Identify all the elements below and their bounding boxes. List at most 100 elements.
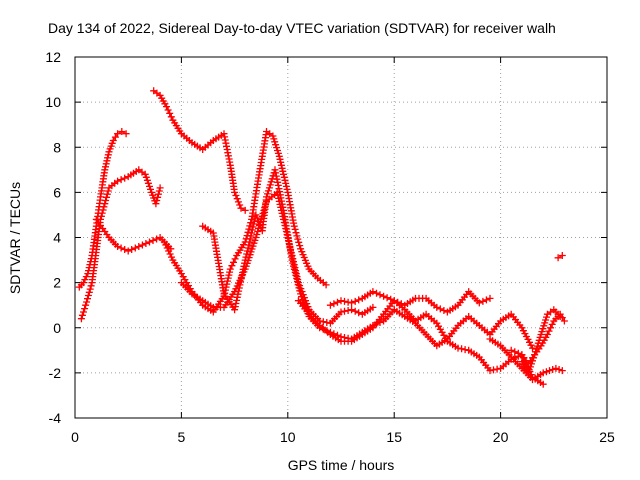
data-point [135, 243, 143, 250]
data-point [153, 235, 161, 243]
data-point [80, 308, 87, 316]
x-tick-label: 10 [280, 429, 296, 445]
data-point [272, 172, 280, 180]
data-point [334, 298, 341, 306]
data-point [138, 241, 146, 249]
data-point [147, 185, 154, 193]
data-point [271, 166, 279, 174]
data-point [241, 256, 249, 264]
data-point [155, 187, 163, 195]
data-point [231, 306, 239, 314]
data-point [81, 276, 89, 284]
data-point [156, 184, 164, 192]
data-point [281, 176, 289, 184]
data-point [163, 244, 171, 252]
data-point [294, 281, 302, 289]
data-point [253, 231, 261, 238]
data-point [128, 246, 136, 253]
data-point [244, 228, 252, 236]
data-point [326, 301, 334, 309]
data-point [224, 152, 232, 160]
data-point [291, 268, 299, 276]
data-point [236, 201, 244, 209]
data-point [539, 369, 547, 377]
data-point [278, 164, 286, 172]
data-point [266, 181, 274, 189]
data-point [529, 357, 536, 365]
data-point [294, 278, 301, 286]
data-point [102, 160, 110, 168]
data-point [85, 288, 93, 296]
y-tick-label: 2 [53, 275, 61, 291]
data-point [223, 142, 230, 150]
x-tick-label: 0 [71, 429, 79, 445]
y-tick-label: 0 [53, 320, 61, 336]
y-tick-label: 10 [45, 94, 61, 110]
data-point [296, 287, 304, 295]
data-point [296, 242, 304, 250]
data-point [248, 226, 256, 234]
series-satellite-arc-9 [326, 288, 494, 316]
data-point [529, 344, 536, 352]
data-point [525, 366, 533, 374]
data-point [290, 262, 298, 270]
data-point [369, 303, 377, 311]
data-point [101, 166, 109, 174]
data-point [232, 192, 240, 199]
data-point [436, 305, 444, 313]
series-satellite-arc-8 [294, 297, 547, 388]
data-point [293, 275, 301, 282]
data-point [222, 283, 230, 291]
data-point [282, 182, 290, 190]
data-point [253, 214, 261, 222]
data-point [351, 297, 359, 305]
data-point [250, 220, 258, 228]
data-point [142, 173, 150, 181]
data-point [238, 272, 246, 280]
data-point [282, 179, 290, 187]
data-point [114, 243, 122, 250]
data-point [83, 298, 91, 306]
data-point [394, 298, 402, 306]
data-point [294, 235, 302, 243]
data-point [86, 285, 94, 293]
data-point [526, 363, 534, 371]
data-point [337, 297, 345, 305]
data-point [277, 161, 285, 169]
data-point [369, 288, 377, 296]
data-point [458, 345, 466, 353]
data-point [82, 273, 90, 281]
data-point [247, 232, 255, 240]
data-point [152, 200, 160, 208]
data-point [376, 291, 384, 299]
y-tick-label: 6 [53, 184, 61, 200]
data-point [292, 271, 300, 279]
data-point [142, 240, 150, 247]
data-point [479, 297, 487, 305]
data-point [511, 348, 519, 356]
data-point [560, 317, 568, 325]
chart-title: Day 134 of 2022, Sidereal Day-to-day VTE… [48, 20, 556, 36]
data-point [242, 253, 250, 261]
data-point [355, 309, 363, 317]
data-point [104, 187, 112, 195]
data-point [552, 364, 560, 372]
data-point [247, 219, 255, 227]
data-point [122, 130, 130, 138]
data-point [241, 206, 249, 214]
series-track [297, 299, 544, 385]
data-point [237, 204, 245, 212]
data-point [291, 225, 299, 233]
data-point [114, 177, 122, 185]
data-series [75, 87, 568, 388]
data-point [558, 252, 566, 259]
y-tick-label: -4 [49, 410, 62, 426]
data-point [264, 187, 272, 195]
data-point [290, 265, 298, 273]
data-point [144, 179, 152, 187]
data-point [330, 300, 338, 308]
data-point [295, 284, 303, 292]
data-point [103, 157, 111, 165]
data-point [102, 197, 110, 204]
data-point [121, 174, 129, 182]
